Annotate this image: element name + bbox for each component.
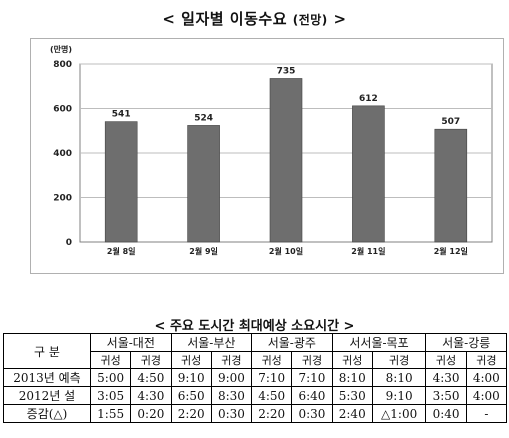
direction-header-outbound: 귀성 <box>331 351 373 369</box>
table-cell: 6:40 <box>291 386 333 405</box>
data-label: 541 <box>112 110 131 120</box>
row-label: 2013년 예측 <box>3 368 91 387</box>
table-cell: 9:10 <box>371 386 427 405</box>
bar <box>104 121 138 243</box>
table-cell: 3:50 <box>425 386 467 405</box>
corner-label: 구 분 <box>3 333 91 369</box>
data-label: 735 <box>277 66 296 76</box>
x-tick-label: 2월 9일 <box>189 246 218 256</box>
table-cell: 7:10 <box>251 368 293 387</box>
direction-header-return: 귀경 <box>371 351 427 369</box>
bar <box>352 105 385 243</box>
table-cell: △1:00 <box>371 404 427 423</box>
y-tick-label: 200 <box>53 194 72 204</box>
table-title: < 주요 도시간 최대예상 소요시간 > <box>154 319 355 334</box>
x-tick-label: 2월 8일 <box>107 246 136 256</box>
bar <box>269 78 303 243</box>
table-cell: 4:00 <box>465 386 508 405</box>
route-header: 서울-광주 <box>251 333 333 352</box>
x-tick-label: 2월 10일 <box>269 246 303 256</box>
travel-time-table: 구 분 서울-대전 서울-부산 서울-광주 서서울-목포 서울-강릉 귀성 귀경 귀성 귀경 귀성 귀… <box>3 333 508 423</box>
data-label: 612 <box>359 94 378 104</box>
x-tick-label: 2월 12일 <box>434 246 468 256</box>
table-cell: 8:10 <box>331 368 373 387</box>
data-label: 524 <box>194 113 213 123</box>
table-cell: 9:10 <box>170 368 212 387</box>
y-unit-label: (만명) <box>50 44 72 54</box>
chart-title-suffix: (전망) <box>292 13 328 27</box>
table-cell: 9:00 <box>210 368 253 387</box>
table-cell: 5:30 <box>331 386 373 405</box>
chart-title: < 일자별 이동수요 (전망) > <box>0 8 509 29</box>
table-row: 2012년 설 3:05 4:30 6:50 8:30 4:50 6:40 5:30 9:10 3… <box>3 386 508 405</box>
table-cell: 6:50 <box>170 386 212 405</box>
table-cell: 0:40 <box>425 404 467 423</box>
table-cell: 2:20 <box>170 404 212 423</box>
table-row: 2013년 예측 5:00 4:50 9:10 9:00 7:10 7:10 8:10 8:10… <box>3 368 508 387</box>
y-tick-label: 0 <box>66 238 72 248</box>
table-cell: 2:40 <box>331 404 373 423</box>
table-cell: 0:30 <box>210 404 253 423</box>
direction-header-outbound: 귀성 <box>89 351 132 369</box>
route-header: 서서울-목포 <box>331 333 427 352</box>
data-label: 507 <box>441 117 460 127</box>
table-cell: 4:30 <box>425 368 467 387</box>
direction-header-return: 귀경 <box>210 351 253 369</box>
y-tick-label: 600 <box>53 105 72 115</box>
direction-header-return: 귀경 <box>291 351 333 369</box>
direction-header-return: 귀경 <box>130 351 172 369</box>
table-cell: 4:30 <box>130 386 172 405</box>
direction-header-outbound: 귀성 <box>251 351 293 369</box>
bar-chart: 0 200 400 600 800 (만명) 541 2월 8일 524 2월 9일 735 2월 1… <box>50 44 493 256</box>
table-row: 증감(△) 1:55 0:20 2:20 0:30 2:20 0:30 2:40 △1:00 0:… <box>3 404 508 423</box>
y-tick-label: 800 <box>53 60 72 70</box>
chart-title-main: < 일자별 이동수요 <box>162 10 287 28</box>
direction-header-outbound: 귀성 <box>170 351 212 369</box>
direction-header-return: 귀경 <box>465 351 508 369</box>
table-cell: 5:00 <box>89 368 132 387</box>
route-header: 서울-부산 <box>170 333 253 352</box>
table-cell: 8:30 <box>210 386 253 405</box>
table-cell: 8:10 <box>371 368 427 387</box>
direction-header-outbound: 귀성 <box>425 351 467 369</box>
bar <box>434 128 468 243</box>
table-cell: 0:20 <box>130 404 172 423</box>
table-cell: 2:20 <box>251 404 293 423</box>
table-cell: 4:50 <box>251 386 293 405</box>
y-tick-label: 400 <box>53 149 72 159</box>
row-label: 증감(△) <box>3 404 91 423</box>
table-cell: 0:30 <box>291 404 333 423</box>
row-label: 2012년 설 <box>3 386 91 405</box>
table-cell: 1:55 <box>89 404 132 423</box>
chart-title-end: > <box>333 10 347 28</box>
x-tick-label: 2월 11일 <box>351 246 385 256</box>
bar <box>187 125 220 243</box>
table-cell: 7:10 <box>291 368 333 387</box>
header-row-routes: 구 분 서울-대전 서울-부산 서울-광주 서서울-목포 서울-강릉 <box>3 333 507 369</box>
table-cell: 4:50 <box>130 368 172 387</box>
route-header: 서울-대전 <box>90 333 172 352</box>
table-cell: - <box>465 404 508 423</box>
table-cell: 4:00 <box>465 368 508 387</box>
route-header: 서울-강릉 <box>425 333 507 352</box>
table-cell: 3:05 <box>89 386 132 405</box>
